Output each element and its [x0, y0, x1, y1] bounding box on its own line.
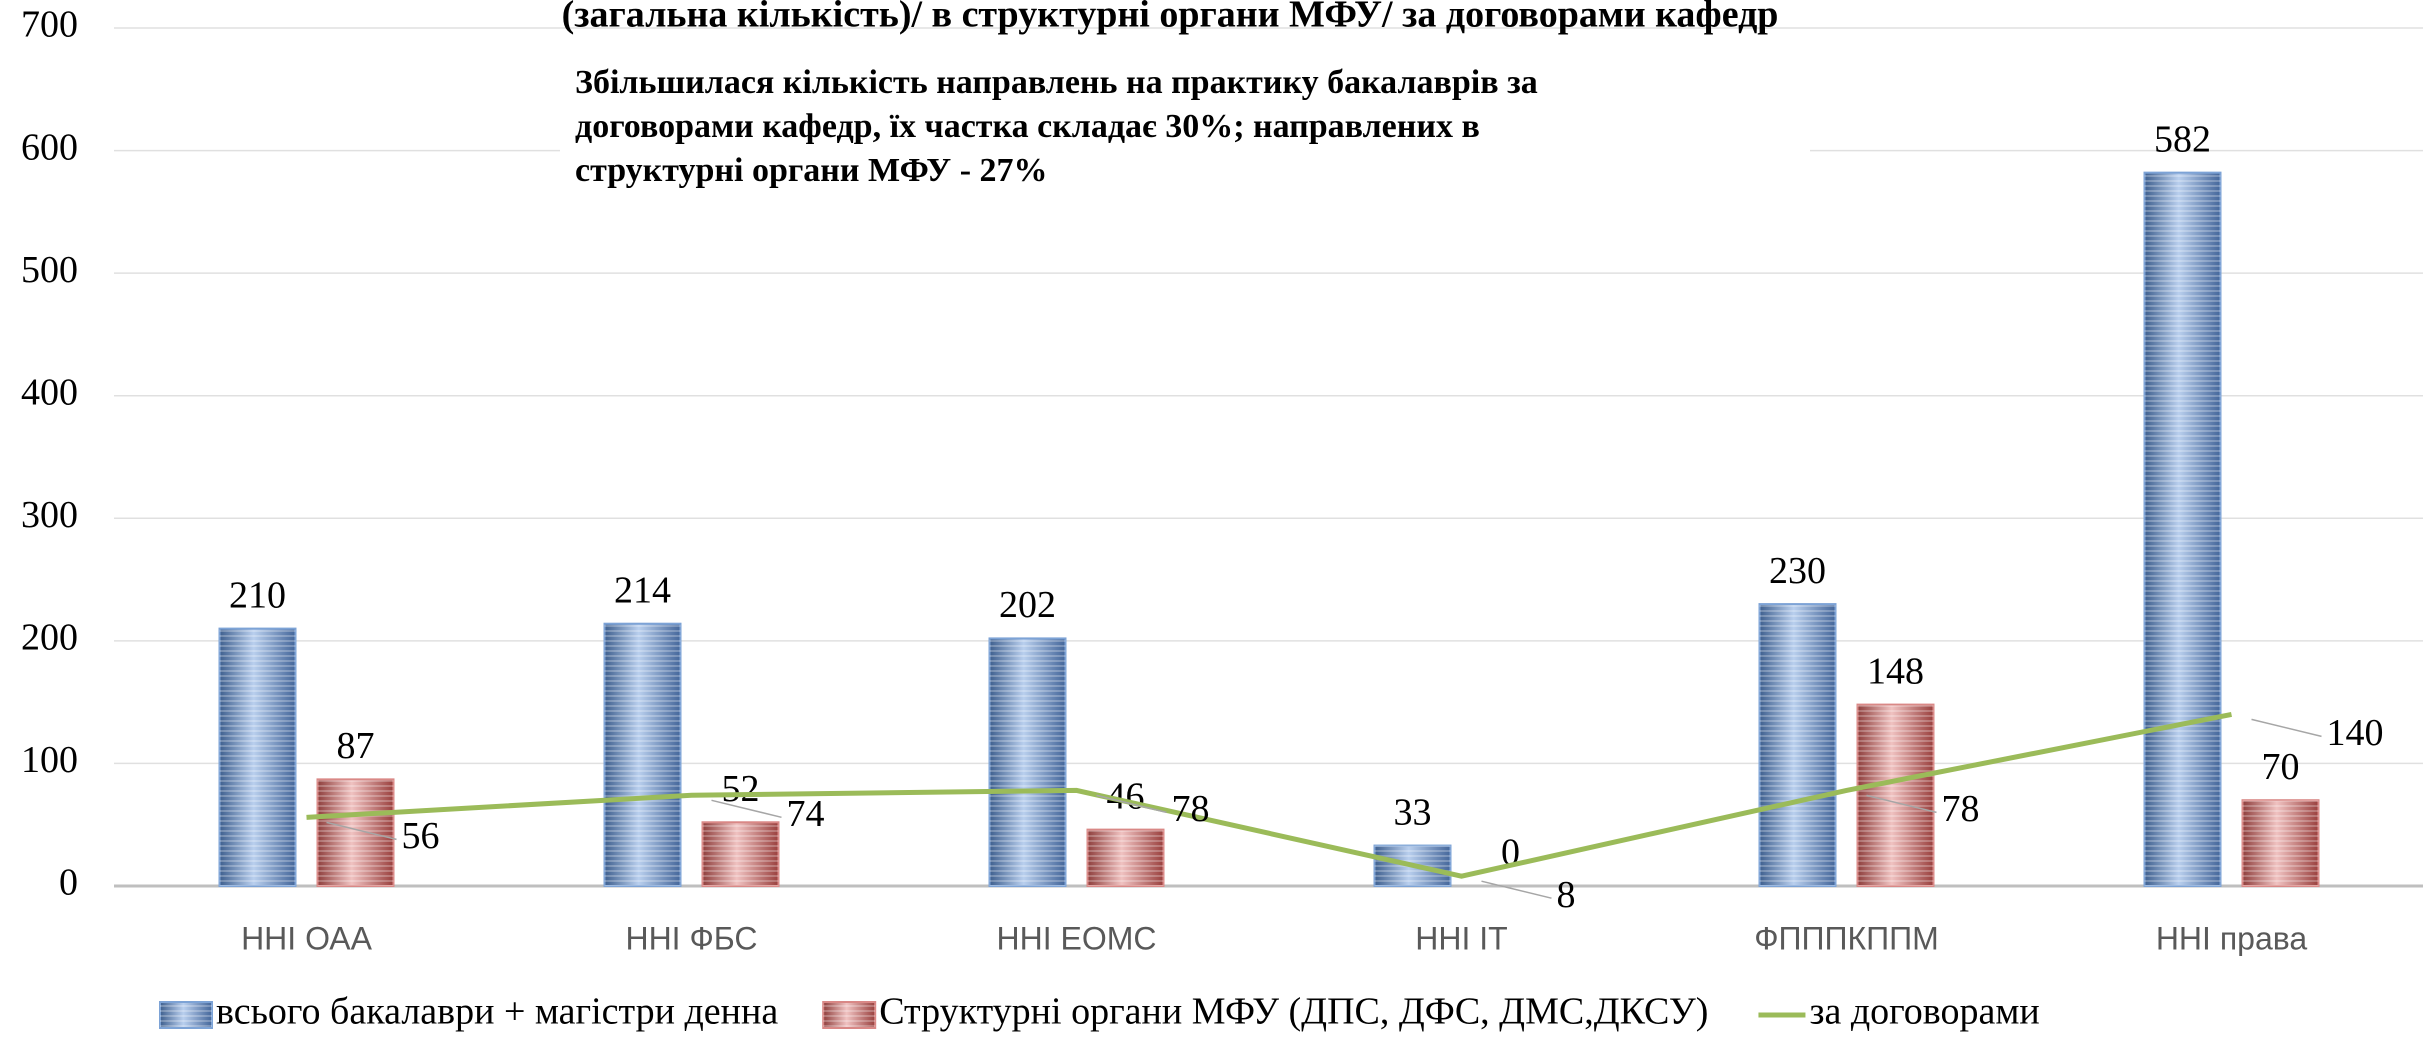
data-label: 52	[722, 768, 760, 810]
data-label: 87	[337, 725, 375, 767]
bar-stripes	[1759, 604, 1836, 886]
bar-stripes	[2242, 800, 2319, 886]
annotation: структурні органи МФУ - 27%	[575, 152, 1048, 189]
data-label: 70	[2262, 746, 2300, 788]
x-tick-label: ННІ ФБС	[625, 920, 757, 956]
leader-line	[711, 799, 782, 819]
annotation: договорами кафедр, їх частка складає 30%…	[575, 108, 1480, 145]
leader-line	[2251, 718, 2322, 738]
y-tick-label: 500	[21, 249, 78, 291]
data-label: 78	[1172, 788, 1210, 830]
x-tick-label: ННІ ЕОМС	[997, 920, 1157, 956]
x-tick-label: ННІ ІТ	[1415, 920, 1507, 956]
line	[306, 711, 2232, 879]
legend-stripes	[823, 1002, 876, 1028]
bar-stripes	[702, 822, 779, 886]
data-label: 78	[1942, 788, 1980, 830]
x-tick-label: ННІ права	[2156, 920, 2308, 956]
y-tick-label: 700	[21, 4, 78, 46]
legend-label: всього бакалаври + магістри денна	[216, 991, 778, 1033]
y-tick-label: 600	[21, 126, 78, 168]
legend-label: за договорами	[1809, 991, 2039, 1033]
annotation-box	[560, 50, 1810, 200]
bar-stripes	[219, 628, 296, 886]
grid	[114, 27, 2423, 888]
y-tick-label: 100	[21, 739, 78, 781]
bar-stripes	[2144, 172, 2221, 887]
annotation: Збільшилася кількість направлень на прак…	[575, 64, 1538, 101]
data-label: 582	[2154, 118, 2211, 160]
data-label: 33	[1394, 791, 1432, 833]
y-tick-label: 0	[59, 862, 78, 904]
data-label: 202	[999, 584, 1056, 626]
bar-stripes	[1087, 829, 1164, 886]
data-label: 230	[1769, 550, 1826, 592]
data-label: 140	[2327, 712, 2384, 754]
data-label: 210	[229, 574, 286, 616]
bar-stripes	[604, 623, 681, 886]
y-tick-label: 300	[21, 494, 78, 536]
leader-line	[326, 821, 397, 841]
data-label: 56	[402, 815, 440, 857]
data-label: 8	[1557, 874, 1576, 916]
bar-stripes	[989, 638, 1066, 886]
leader-line	[1481, 880, 1552, 899]
leader-line	[1866, 794, 1937, 814]
data-label: 74	[787, 793, 825, 835]
bar-stripes	[1857, 704, 1934, 886]
legend-label: Структурні органи МФУ (ДПС, ДФС, ДМС,ДКС…	[879, 991, 1708, 1033]
data-label: 148	[1867, 650, 1924, 692]
legend-stripes	[160, 1002, 212, 1028]
bar-stripes	[317, 779, 394, 886]
x-tick-label: ННІ ОАА	[241, 920, 373, 956]
y-tick-label: 200	[21, 617, 78, 659]
chart-title: (загальна кількість)/ в структурні орган…	[562, 0, 1779, 36]
leader-line	[1096, 794, 1167, 814]
y-tick-label: 400	[21, 371, 78, 413]
x-tick-label: ФПППКППМ	[1754, 920, 1939, 956]
data-label: 214	[614, 569, 671, 611]
